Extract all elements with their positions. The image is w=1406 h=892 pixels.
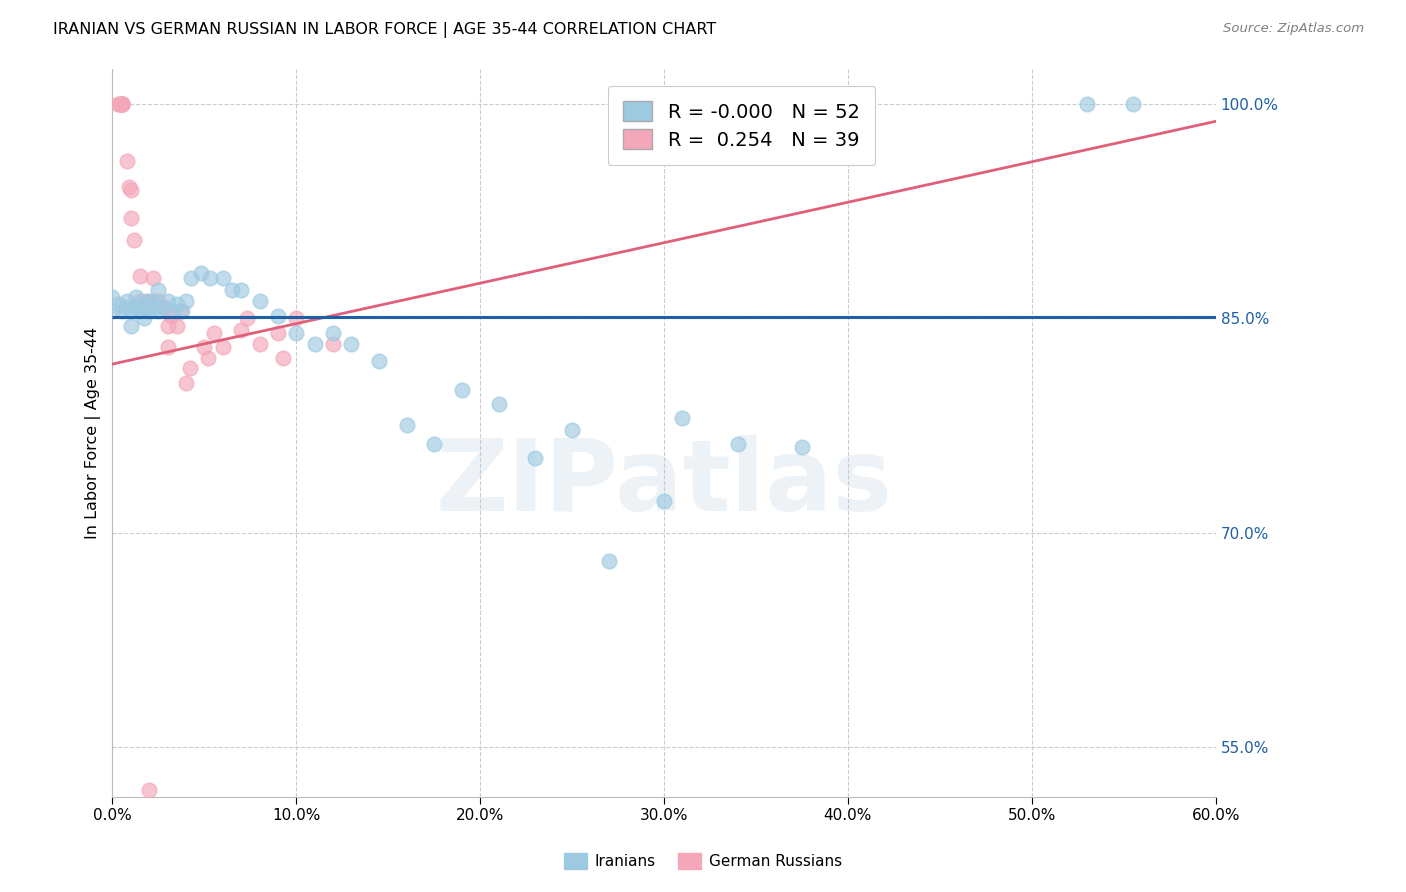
Point (1122, 97, 1144, 112)
Point (153, 300, 176, 314)
Point (180, 271, 202, 285)
Legend: Iranians, German Russians: Iranians, German Russians (558, 847, 848, 875)
Point (110, 97, 132, 112)
Point (142, 294, 165, 309)
Point (169, 304, 191, 318)
Point (304, 337, 326, 351)
Point (179, 361, 201, 376)
Point (148, 304, 170, 318)
Point (267, 326, 290, 340)
Point (198, 271, 221, 285)
Point (120, 318, 142, 333)
Point (156, 318, 179, 333)
Point (108, 97, 131, 112)
Point (143, 300, 166, 314)
Point (450, 383, 472, 397)
Point (524, 451, 547, 466)
Point (125, 290, 148, 304)
Point (107, 297, 129, 311)
Point (120, 211, 142, 226)
Point (114, 300, 136, 314)
Point (107, 97, 129, 112)
Point (197, 351, 219, 366)
Point (652, 494, 675, 508)
Point (110, 97, 132, 112)
Point (156, 294, 179, 309)
Point (221, 283, 243, 297)
Point (118, 180, 141, 194)
Point (202, 326, 225, 340)
Point (148, 294, 170, 309)
Point (160, 309, 183, 323)
Point (211, 340, 233, 354)
Point (132, 311, 155, 326)
Point (134, 294, 156, 309)
Point (322, 326, 344, 340)
Text: ZIPatlas: ZIPatlas (436, 435, 893, 532)
Point (101, 290, 124, 304)
Point (273, 351, 295, 366)
Point (138, 782, 160, 797)
Point (138, 300, 160, 314)
Point (129, 268, 152, 283)
Point (110, 97, 132, 112)
Point (148, 283, 170, 297)
Point (120, 304, 142, 318)
Point (790, 440, 813, 454)
Point (671, 411, 693, 425)
Point (368, 354, 391, 368)
Point (1076, 97, 1098, 112)
Point (561, 423, 583, 437)
Point (110, 97, 132, 112)
Point (229, 323, 252, 337)
Text: IRANIAN VS GERMAN RUSSIAN IN LABOR FORCE | AGE 35-44 CORRELATION CHART: IRANIAN VS GERMAN RUSSIAN IN LABOR FORCE… (53, 22, 717, 38)
Point (174, 294, 197, 309)
Point (101, 304, 124, 318)
Point (124, 233, 146, 247)
Point (488, 397, 510, 411)
Point (172, 304, 194, 318)
Point (138, 294, 160, 309)
Point (129, 297, 152, 311)
Point (150, 300, 173, 314)
Point (132, 300, 155, 314)
Point (115, 154, 138, 169)
Point (285, 326, 308, 340)
Point (162, 304, 184, 318)
Point (322, 337, 344, 351)
Point (156, 340, 179, 354)
Point (174, 376, 197, 390)
Point (108, 97, 131, 112)
Point (267, 309, 290, 323)
Point (249, 294, 271, 309)
Point (235, 311, 257, 326)
Point (115, 294, 138, 309)
Point (229, 283, 252, 297)
Point (285, 311, 308, 326)
Point (193, 340, 215, 354)
Point (129, 294, 152, 309)
Point (138, 304, 160, 318)
Point (249, 337, 271, 351)
Point (110, 97, 132, 112)
Point (129, 304, 152, 318)
Point (120, 183, 142, 197)
Point (166, 318, 188, 333)
Point (110, 304, 132, 318)
Point (166, 297, 188, 311)
Point (124, 300, 146, 314)
Point (395, 418, 418, 433)
Legend: R = -0.000   N = 52, R =  0.254   N = 39: R = -0.000 N = 52, R = 0.254 N = 39 (607, 86, 876, 166)
Point (190, 266, 212, 280)
Point (423, 437, 446, 451)
Point (142, 271, 165, 285)
Point (211, 271, 233, 285)
Point (727, 437, 749, 451)
Y-axis label: In Labor Force | Age 35-44: In Labor Force | Age 35-44 (86, 326, 101, 539)
Text: Source: ZipAtlas.com: Source: ZipAtlas.com (1223, 22, 1364, 36)
Point (598, 554, 620, 568)
Point (340, 337, 363, 351)
